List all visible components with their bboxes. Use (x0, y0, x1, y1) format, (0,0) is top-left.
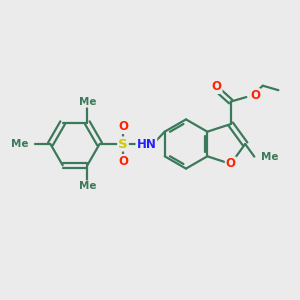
Text: O: O (212, 80, 222, 93)
Text: O: O (118, 155, 128, 168)
Text: O: O (250, 89, 260, 102)
Text: Me: Me (261, 152, 278, 162)
Text: Me: Me (79, 181, 96, 191)
Text: O: O (118, 120, 128, 133)
Text: O: O (226, 158, 236, 170)
Text: S: S (118, 137, 128, 151)
Text: HN: HN (136, 137, 156, 151)
Text: Me: Me (79, 97, 96, 107)
Text: Me: Me (11, 139, 29, 149)
